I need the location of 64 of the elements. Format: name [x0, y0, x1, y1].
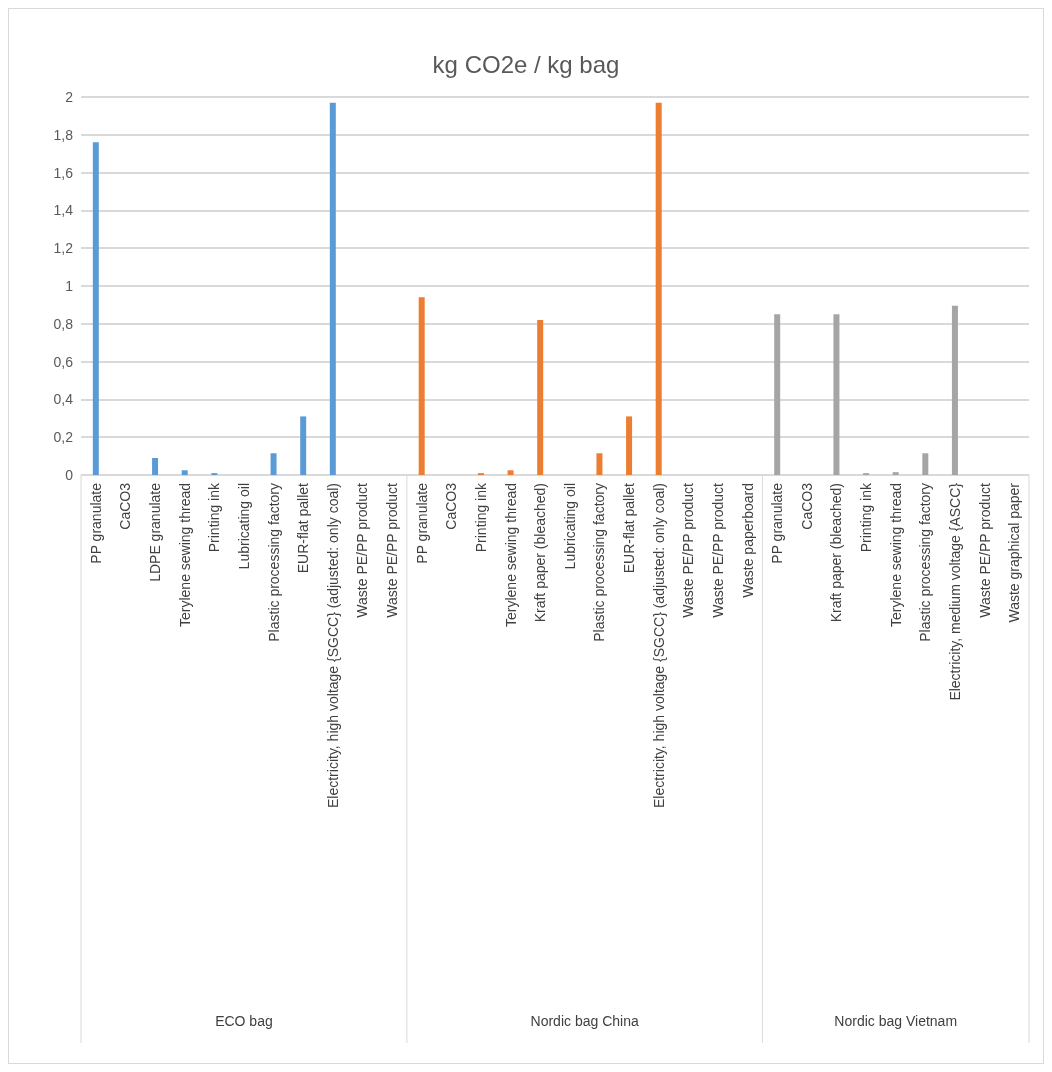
x-tick-label: EUR-flat pallet — [621, 482, 638, 574]
y-tick-label: 0,6 — [53, 353, 74, 370]
bar — [537, 320, 544, 475]
x-tick-label: PP granulate — [413, 482, 430, 564]
y-tick-label: 1,2 — [53, 240, 74, 257]
x-tick-label: Plastic processing factory — [917, 483, 934, 642]
x-tick-label: Kraft paper (bleached) — [828, 483, 845, 623]
x-tick-label: Terylene sewing thread — [887, 483, 904, 627]
bar — [152, 457, 159, 475]
bar — [329, 102, 336, 475]
bar — [922, 453, 929, 475]
x-tick-label: CaCO3 — [798, 482, 815, 530]
x-tick-label: Waste PE/PP product — [354, 482, 371, 618]
y-tick-label: 1 — [65, 278, 74, 294]
x-tick-label: EUR-flat pallet — [295, 482, 312, 574]
text: Nordic bag Vietnam — [834, 1013, 958, 1029]
chart-title: kg CO2e / kg bag — [432, 50, 620, 78]
x-tick-label: Lubricating oil — [561, 483, 578, 570]
x-tick-label: PP granulate — [769, 482, 786, 564]
y-tick-label: 0,8 — [53, 315, 74, 332]
x-tick-label: PP granulate — [87, 482, 104, 564]
text: ECO bag — [215, 1013, 273, 1029]
bar — [418, 297, 425, 475]
bar — [655, 102, 662, 475]
y-tick-label: 1,6 — [53, 164, 74, 181]
x-tick-label: Terylene sewing thread — [176, 483, 193, 627]
bar — [181, 470, 188, 475]
bar — [507, 470, 514, 475]
x-tick-label: Waste paperboard — [739, 483, 756, 598]
y-tick-label: 2 — [65, 89, 74, 105]
x-tick-label: Electricity, high voltage {SGCC} (adjusted: only coal) — [324, 483, 341, 809]
x-tick-label: Plastic processing factory — [265, 483, 282, 642]
bar — [596, 453, 603, 475]
x-tick-label: Waste graphical paper — [1006, 482, 1023, 623]
x-tick-label: Printing ink — [858, 482, 875, 553]
bar — [892, 472, 899, 475]
bar — [270, 453, 277, 475]
x-tick-label: Waste PE/PP product — [680, 482, 697, 618]
x-tick-label: Terylene sewing thread — [502, 483, 519, 627]
x-tick-label: Waste PE/PP product — [709, 482, 726, 618]
x-tick-label: Electricity, medium voltage {ASCC} — [946, 482, 963, 701]
bar — [951, 305, 958, 475]
x-tick-label: CaCO3 — [443, 482, 460, 530]
bar — [626, 416, 633, 475]
x-tick-label: Electricity, high voltage {SGCC} (adjusted: only coal) — [650, 483, 667, 809]
y-tick-label: 1,8 — [53, 126, 74, 143]
x-tick-label: Kraft paper (bleached) — [532, 483, 549, 623]
x-tick-label: Plastic processing factory — [591, 483, 608, 642]
x-tick-label: CaCO3 — [117, 482, 134, 530]
x-tick-label: Waste PE/PP product — [384, 482, 401, 618]
x-tick-label: Printing ink — [472, 482, 489, 553]
x-tick-label: Waste PE/PP product — [976, 482, 993, 618]
x-tick-label: Lubricating oil — [235, 483, 252, 570]
y-tick-label: 1,4 — [53, 202, 74, 219]
text: Nordic bag China — [530, 1013, 639, 1029]
x-tick-label: Printing ink — [206, 482, 223, 553]
bar — [92, 142, 99, 475]
bar — [774, 314, 781, 475]
y-tick-label: 0,4 — [53, 391, 74, 408]
x-tick-label: LDPE granulate — [147, 482, 164, 582]
y-tick-label: 0 — [65, 467, 74, 483]
bar — [833, 314, 840, 475]
y-tick-label: 0,2 — [53, 429, 74, 446]
bar — [300, 416, 307, 475]
